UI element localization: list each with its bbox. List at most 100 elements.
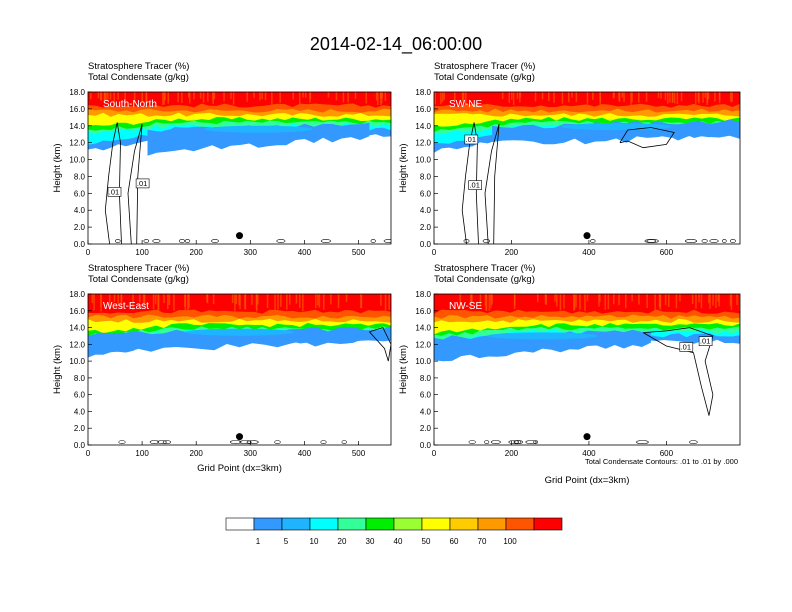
tracer-streak [664, 294, 667, 306]
tracer-streak [479, 294, 482, 307]
tracer-streak [707, 92, 710, 100]
tracer-streak [461, 92, 464, 102]
tracer-streak [708, 294, 710, 304]
tracer-streak [234, 294, 236, 312]
tracer-streak [568, 92, 570, 103]
tracer-streak [553, 92, 555, 103]
colorbar-label: 20 [338, 537, 347, 546]
surface-contour [320, 440, 327, 445]
xtick-label: 400 [582, 449, 596, 458]
tracer-streak [621, 92, 624, 98]
contour-label-box [679, 342, 694, 352]
tracer-streak [380, 92, 382, 106]
surface-contour [709, 239, 719, 243]
tracer-streak [189, 92, 191, 104]
surface-contour [525, 440, 537, 445]
surface-contour [149, 440, 160, 445]
tracer-streak [104, 92, 106, 101]
tracer-streak [168, 294, 171, 306]
ytick-label: 8.0 [74, 374, 86, 383]
ytick-label: 12.0 [69, 340, 85, 349]
tracer-streak [731, 92, 733, 103]
tracer-streak [266, 294, 269, 309]
tracer-streak [584, 294, 586, 312]
contour-label-box [468, 180, 483, 190]
xlabel: Grid Point (dx=3km) [197, 463, 282, 474]
tracer-streak [188, 294, 190, 309]
tracer-streak [315, 294, 317, 308]
ylabel: Height (km) [52, 345, 63, 394]
xtick-label: 300 [244, 449, 258, 458]
tracer-streak [323, 294, 325, 310]
tracer-streak [207, 92, 209, 102]
tracer-streak [141, 92, 143, 102]
tracer-streak [231, 294, 234, 304]
surface-contour [184, 239, 191, 243]
ytick-label: 14.0 [415, 324, 431, 333]
panel-label: South-North [103, 99, 157, 110]
tracer-streak [440, 92, 442, 105]
tracer-streak [381, 92, 383, 99]
colorbar-label: 1 [256, 537, 261, 546]
tracer-streak [318, 294, 321, 308]
surface-contour [152, 239, 161, 243]
tracer-streak [295, 294, 298, 304]
surface-contour [482, 239, 491, 243]
surface-contour [143, 239, 150, 243]
panel-label: SW-NE [449, 99, 482, 110]
tracer-streak [592, 92, 594, 100]
tracer-streak [729, 294, 732, 307]
colorbar-label: 100 [503, 537, 517, 546]
surface-contour [636, 440, 649, 445]
tracer-streak [613, 294, 615, 305]
tracer-streak [441, 92, 444, 103]
tracer-streak [470, 294, 473, 303]
xtick-label: 400 [298, 248, 312, 257]
tracer-streak [657, 92, 660, 99]
ytick-label: 0.0 [74, 441, 86, 450]
tracer-streak [232, 92, 235, 105]
ytick-label: 2.0 [420, 424, 432, 433]
colorbar: 1 5 10 20 30 40 50 60 70 100 [225, 517, 563, 546]
tracer-streak [163, 294, 165, 303]
ylabel: Height (km) [52, 143, 63, 192]
tracer-streak [143, 294, 146, 307]
tracer-streak [559, 294, 562, 311]
ytick-label: 18.0 [415, 290, 431, 299]
colorbar-box [281, 517, 311, 531]
tracer-streak [715, 294, 717, 309]
surface-contour [533, 440, 539, 445]
tracer-field: .01 .01 [88, 92, 391, 244]
tracer-streak [586, 294, 589, 302]
surface-contour [229, 440, 242, 445]
surface-contour [729, 239, 736, 243]
tracer-streak [317, 294, 319, 306]
ytick-label: 0.0 [420, 240, 432, 249]
tracer-streak [514, 294, 516, 306]
tracer-streak [717, 294, 719, 302]
tracer-streak [465, 92, 467, 106]
surface-contour [490, 440, 501, 445]
tracer-streak [139, 294, 141, 303]
tracer-streak [554, 294, 556, 302]
contour-label: .01 [700, 337, 710, 346]
ytick-label: 10.0 [415, 156, 431, 165]
tracer-streak [459, 294, 461, 309]
tracer-streak [730, 92, 732, 102]
tracer-streak [488, 294, 491, 311]
tracer-streak [508, 92, 510, 104]
tracer-streak [638, 294, 640, 305]
location-marker [236, 232, 243, 240]
panel-subtitle-tracer: Stratosphere Tracer (%) [434, 61, 535, 72]
tracer-streak [223, 92, 225, 102]
tracer-streak [668, 294, 670, 307]
tracer-streak [563, 294, 565, 309]
figure-title: 2014-02-14_06:00:00 [310, 34, 482, 55]
ytick-label: 12.0 [415, 139, 431, 148]
tracer-streak [702, 92, 704, 103]
ytick-label: 10.0 [415, 357, 431, 366]
tracer-streak [384, 92, 387, 102]
ytick-label: 2.0 [74, 223, 86, 232]
colorbar-box [253, 517, 283, 531]
condensate-contour [104, 122, 122, 244]
